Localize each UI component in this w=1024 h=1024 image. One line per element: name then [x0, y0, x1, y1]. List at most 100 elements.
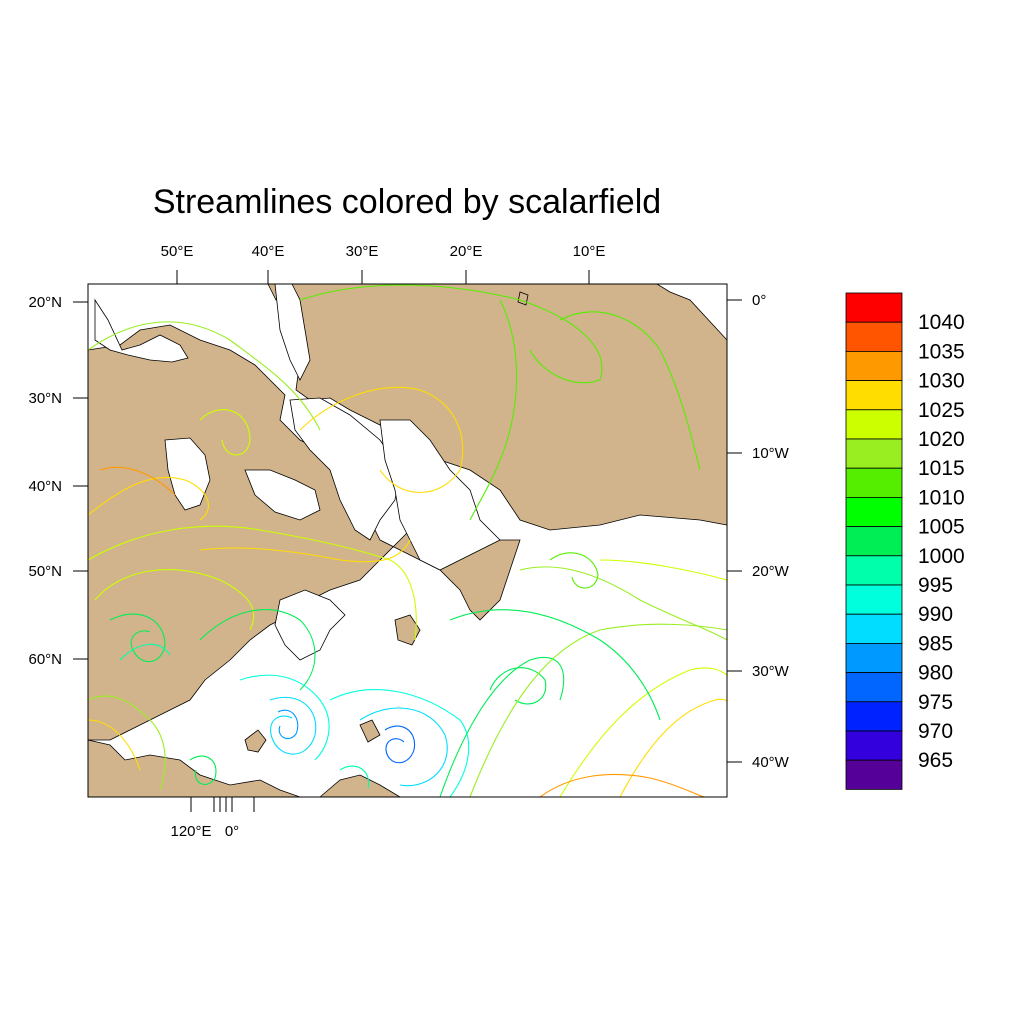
- colorbar-swatch: [845, 555, 903, 586]
- streamline: [539, 773, 706, 798]
- colorbar-label: 1020: [918, 428, 965, 451]
- streamline: [469, 299, 518, 521]
- top-tick-label: 10°E: [573, 243, 606, 260]
- streamline: [384, 725, 416, 764]
- streamline: [489, 667, 547, 705]
- colorbar-swatch: [845, 701, 903, 732]
- streamline: [359, 707, 448, 787]
- streamline: [269, 696, 317, 755]
- colorbar-label: 985: [918, 632, 953, 655]
- colorbar-label: 970: [918, 720, 953, 743]
- colorbar-label: 965: [918, 749, 953, 772]
- island-3: [394, 614, 421, 646]
- chart-title: Streamlines colored by scalarfield: [153, 183, 661, 221]
- top-tick-label: 20°E: [450, 243, 483, 260]
- gulf-central: [289, 397, 401, 541]
- streamline: [99, 466, 176, 496]
- streamline: [329, 689, 470, 798]
- landmass-west: [87, 324, 521, 741]
- streamline: [299, 386, 464, 493]
- colorbar: 1040 1035 1030 1025 1020 1015 1010 1005 1000 995 9…: [845, 292, 965, 790]
- colorbar-swatch: [845, 759, 903, 790]
- top-tick-label: 30°E: [346, 243, 379, 260]
- streamline: [277, 709, 299, 740]
- island-2: [359, 719, 381, 743]
- colorbar-swatch: [845, 643, 903, 674]
- colorbar-label: 1025: [918, 399, 965, 422]
- colorbar-label: 975: [918, 691, 953, 714]
- top-axis: 50°E 40°E 30°E 20°E 10°E: [161, 243, 606, 284]
- streamline: [449, 609, 661, 721]
- right-tick-label: 20°W: [752, 563, 790, 580]
- streamline: [87, 525, 417, 641]
- colorbar-swatch: [845, 496, 903, 527]
- colorbar-swatch: [845, 672, 903, 703]
- streamline: [87, 695, 166, 791]
- left-tick-label: 40°N: [28, 478, 62, 495]
- streamline: [109, 613, 166, 663]
- colorbar-swatch: [845, 584, 903, 615]
- bottom-axis: 120°E 0°: [170, 797, 255, 840]
- streamline: [199, 409, 251, 456]
- colorbar-label: 980: [918, 662, 953, 685]
- streamline: [119, 643, 171, 661]
- colorbar-swatch: [845, 730, 903, 761]
- left-axis: 20°N 30°N 40°N 50°N 60°N: [28, 294, 88, 668]
- streamlines: [87, 284, 728, 798]
- streamline: [559, 667, 728, 798]
- colorbar-swatch: [845, 350, 903, 381]
- colorbar-label: 990: [918, 603, 953, 626]
- colorbar-label: 1010: [918, 486, 965, 509]
- streamline: [199, 539, 411, 563]
- bay-central: [244, 469, 321, 521]
- streamline: [189, 755, 217, 785]
- streamline: [87, 476, 209, 521]
- colorbar-label: 1040: [918, 311, 965, 334]
- left-tick-label: 60°N: [28, 651, 62, 668]
- right-axis: 0° 10°W 20°W 30°W 40°W: [727, 292, 790, 771]
- colorbar-swatch: [845, 526, 903, 557]
- colorbar-swatch: [845, 380, 903, 411]
- left-tick-label: 20°N: [28, 294, 62, 311]
- inlet-south: [274, 589, 346, 661]
- right-tick-label: 0°: [752, 292, 766, 309]
- colorbar-swatch: [845, 467, 903, 498]
- island-1: [244, 729, 267, 753]
- colorbar-swatch: [845, 409, 903, 440]
- lake-east: [379, 419, 501, 571]
- streamline: [199, 609, 316, 691]
- left-tick-label: 50°N: [28, 563, 62, 580]
- map-frame: [87, 283, 728, 798]
- colorbar-label: 1015: [918, 457, 965, 480]
- streamline: [87, 321, 321, 431]
- streamline: [599, 559, 728, 581]
- streamline: [519, 566, 728, 641]
- colorbar-swatch: [845, 292, 903, 323]
- sea-west: [164, 437, 211, 511]
- water-bodies: [94, 283, 501, 661]
- left-tick-label: 30°N: [28, 390, 62, 407]
- streamline: [619, 698, 728, 798]
- right-tick-label: 40°W: [752, 754, 790, 771]
- colorbar-label: 1030: [918, 370, 965, 393]
- right-tick-label: 10°W: [752, 445, 790, 462]
- bottom-tick-label: 0°: [225, 823, 239, 840]
- land-masses: [87, 283, 728, 798]
- streamline: [439, 656, 565, 798]
- map-plot: [87, 283, 728, 798]
- streamline: [87, 719, 141, 771]
- streamline: [559, 311, 701, 471]
- streamline: [239, 674, 330, 761]
- colorbar-swatch: [845, 321, 903, 352]
- bottom-tick-label: 120°E: [170, 823, 211, 840]
- streamline: [549, 552, 599, 589]
- right-tick-label: 30°W: [752, 663, 790, 680]
- top-tick-label: 50°E: [161, 243, 194, 260]
- colorbar-label: 1005: [918, 516, 965, 539]
- colorbar-label: 1000: [918, 545, 965, 568]
- streamline: [339, 765, 370, 789]
- gulf-north: [274, 283, 311, 381]
- top-tick-label: 40°E: [252, 243, 285, 260]
- streamline: [299, 284, 603, 384]
